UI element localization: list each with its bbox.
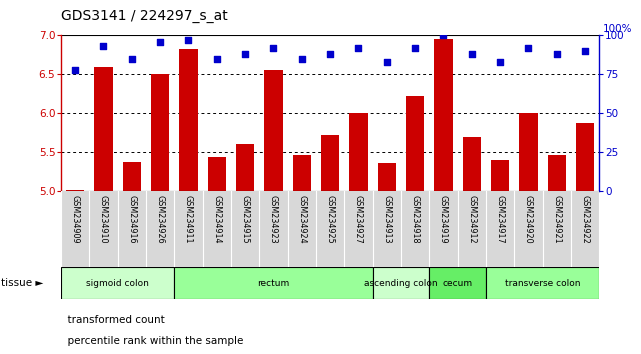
Bar <box>434 39 453 191</box>
Point <box>325 51 335 57</box>
Bar <box>321 135 339 191</box>
Point <box>467 51 477 57</box>
Text: transformed count: transformed count <box>61 315 165 325</box>
Bar <box>486 267 599 299</box>
Text: ascending colon: ascending colon <box>364 279 438 288</box>
Text: tissue ►: tissue ► <box>1 278 44 288</box>
Bar <box>174 267 372 299</box>
Point <box>552 51 562 57</box>
Bar <box>264 70 283 191</box>
Text: GSM234912: GSM234912 <box>467 195 476 244</box>
Point <box>381 59 392 65</box>
Text: percentile rank within the sample: percentile rank within the sample <box>61 336 244 346</box>
Bar <box>576 122 594 191</box>
Point <box>127 56 137 62</box>
Text: 100%: 100% <box>603 24 632 34</box>
Text: GSM234926: GSM234926 <box>156 195 165 244</box>
Bar <box>66 190 84 191</box>
Point <box>155 39 165 45</box>
Text: GSM234925: GSM234925 <box>326 195 335 244</box>
Point <box>353 45 363 51</box>
Text: GSM234927: GSM234927 <box>354 195 363 244</box>
Bar <box>519 113 538 191</box>
Bar <box>236 144 254 191</box>
Text: rectum: rectum <box>257 279 290 288</box>
Bar <box>372 267 429 299</box>
Point <box>297 56 307 62</box>
Text: GSM234916: GSM234916 <box>128 195 137 244</box>
Text: GSM234911: GSM234911 <box>184 195 193 244</box>
Bar <box>94 67 113 191</box>
Text: GSM234921: GSM234921 <box>553 195 562 244</box>
Bar <box>122 161 141 191</box>
Text: GSM234924: GSM234924 <box>297 195 306 244</box>
Text: cecum: cecum <box>442 279 472 288</box>
Text: transverse colon: transverse colon <box>505 279 580 288</box>
Point <box>269 45 279 51</box>
Point <box>438 33 449 38</box>
Text: GSM234923: GSM234923 <box>269 195 278 244</box>
Text: GSM234922: GSM234922 <box>581 195 590 244</box>
Point <box>523 45 533 51</box>
Text: GSM234909: GSM234909 <box>71 195 79 244</box>
Bar <box>491 160 510 191</box>
Bar <box>349 113 368 191</box>
Bar <box>151 74 169 191</box>
Point <box>495 59 505 65</box>
Point <box>212 56 222 62</box>
Point <box>240 51 250 57</box>
Point <box>410 45 420 51</box>
Point <box>580 48 590 54</box>
Bar <box>463 137 481 191</box>
Text: sigmoid colon: sigmoid colon <box>86 279 149 288</box>
Text: GSM234919: GSM234919 <box>439 195 448 244</box>
Text: GDS3141 / 224297_s_at: GDS3141 / 224297_s_at <box>61 9 228 23</box>
Point <box>70 67 80 73</box>
Text: GSM234913: GSM234913 <box>382 195 391 244</box>
Bar <box>292 155 311 191</box>
Text: GSM234917: GSM234917 <box>495 195 504 244</box>
Text: GSM234920: GSM234920 <box>524 195 533 244</box>
Bar <box>378 163 396 191</box>
Text: GSM234915: GSM234915 <box>240 195 249 244</box>
Point <box>183 37 194 43</box>
Text: GSM234914: GSM234914 <box>212 195 221 244</box>
Bar <box>547 155 566 191</box>
Bar <box>179 50 197 191</box>
Bar <box>208 157 226 191</box>
Bar <box>406 96 424 191</box>
Text: GSM234918: GSM234918 <box>411 195 420 244</box>
Bar <box>429 267 486 299</box>
Bar <box>61 267 174 299</box>
Text: GSM234910: GSM234910 <box>99 195 108 244</box>
Point <box>98 44 108 49</box>
